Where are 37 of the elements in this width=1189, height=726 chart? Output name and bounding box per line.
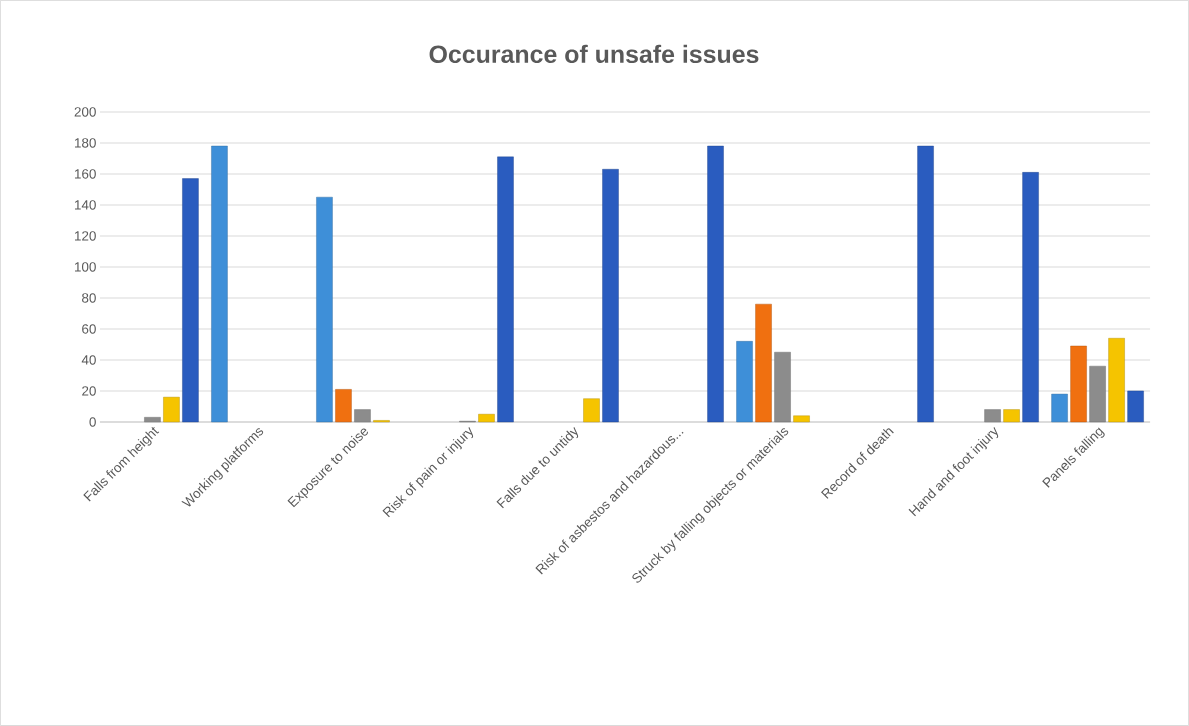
y-tick-label: 200 xyxy=(74,107,96,117)
y-tick-label: 40 xyxy=(81,355,96,365)
bar xyxy=(335,389,352,423)
bar xyxy=(1022,172,1039,423)
bar xyxy=(182,178,199,423)
y-tick-label: 60 xyxy=(82,324,96,334)
bar xyxy=(774,352,791,423)
bar xyxy=(163,397,180,423)
bar xyxy=(984,409,1001,423)
bar xyxy=(211,145,228,423)
y-tick-label: 180 xyxy=(74,138,96,148)
bar xyxy=(1003,409,1020,423)
y-tick-label: 140 xyxy=(74,200,96,210)
bar xyxy=(1127,390,1144,423)
y-tick-label: 80 xyxy=(82,293,96,303)
bar xyxy=(793,415,810,423)
bar xyxy=(583,398,600,423)
y-tick-label: 0 xyxy=(89,417,96,427)
bar xyxy=(1051,393,1068,423)
bar xyxy=(316,197,333,423)
y-tick-label: 100 xyxy=(74,262,96,272)
bar xyxy=(144,417,161,423)
bar xyxy=(1070,345,1087,423)
y-tick-label: 120 xyxy=(74,231,96,241)
bar xyxy=(497,156,514,423)
y-tick-label: 20 xyxy=(82,386,96,396)
chart-title: Occurance of unsafe issues xyxy=(429,44,759,64)
y-tick-label: 160 xyxy=(74,169,96,179)
bar xyxy=(1089,365,1106,423)
bar xyxy=(707,145,724,423)
bar xyxy=(755,303,772,423)
bar xyxy=(354,409,371,423)
bar xyxy=(736,341,753,423)
bar xyxy=(1108,338,1125,423)
bar xyxy=(917,145,934,423)
bar xyxy=(478,414,495,423)
bar xyxy=(602,169,619,423)
